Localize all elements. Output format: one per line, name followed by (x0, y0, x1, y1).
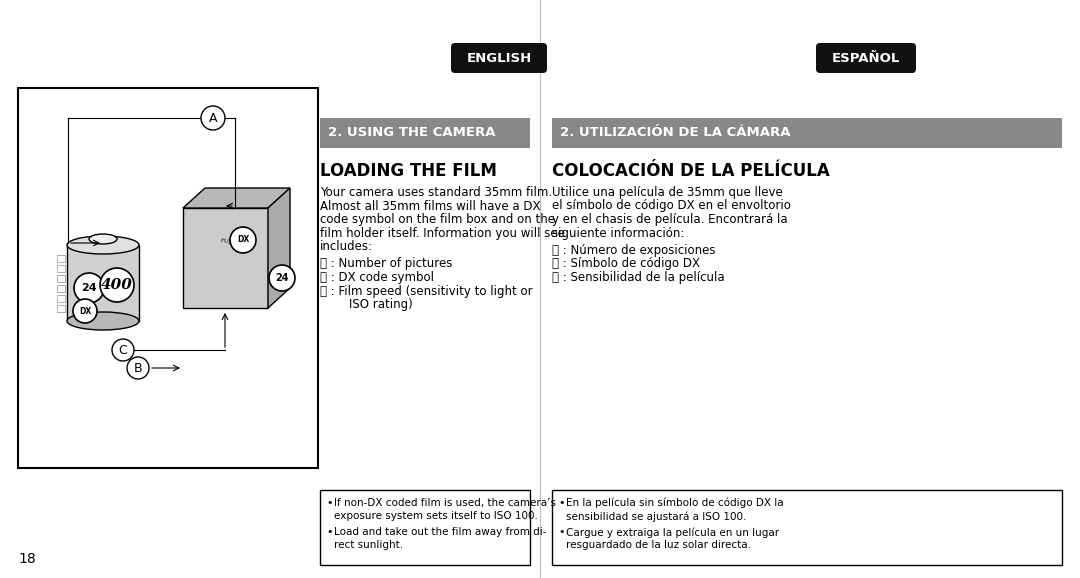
Text: Ⓐ : Número de exposiciones: Ⓐ : Número de exposiciones (552, 244, 715, 257)
Text: Utilice una película de 35mm que lleve: Utilice una película de 35mm que lleve (552, 186, 783, 199)
Ellipse shape (201, 106, 225, 130)
Ellipse shape (100, 268, 134, 302)
Bar (57, 265, 65, 272)
Text: Ⓑ : DX code symbol: Ⓑ : DX code symbol (320, 271, 434, 284)
FancyBboxPatch shape (816, 43, 916, 73)
Ellipse shape (230, 227, 256, 253)
Text: Your camera uses standard 35mm film.: Your camera uses standard 35mm film. (320, 186, 552, 199)
Text: Cargue y extraiga la película en un lugar: Cargue y extraiga la película en un luga… (566, 527, 779, 538)
Text: exposure system sets itself to ISO 100.: exposure system sets itself to ISO 100. (334, 511, 538, 521)
Bar (320, 490, 530, 565)
Text: y en el chasis de película. Encontrará la: y en el chasis de película. Encontrará l… (552, 213, 787, 226)
Bar (57, 305, 65, 312)
Text: C: C (119, 343, 127, 357)
Polygon shape (268, 188, 291, 308)
Ellipse shape (269, 265, 295, 291)
Bar (57, 255, 65, 262)
Text: Load and take out the film away from di-: Load and take out the film away from di- (334, 527, 546, 537)
Bar (552, 118, 1062, 148)
Text: Ⓒ : Film speed (sensitivity to light or: Ⓒ : Film speed (sensitivity to light or (320, 284, 532, 298)
Bar (552, 490, 1062, 565)
Bar (18, 88, 318, 468)
Ellipse shape (75, 273, 104, 303)
Text: DX: DX (237, 235, 249, 244)
Bar (57, 275, 65, 282)
Ellipse shape (127, 357, 149, 379)
Bar (320, 118, 530, 148)
Bar (57, 285, 65, 292)
Polygon shape (183, 188, 291, 208)
Text: En la película sin símbolo de código DX la: En la película sin símbolo de código DX … (566, 498, 784, 509)
Bar (67, 245, 139, 321)
Text: ENGLISH: ENGLISH (467, 51, 531, 65)
Text: •: • (326, 498, 333, 508)
Bar (57, 295, 65, 302)
Ellipse shape (67, 312, 139, 330)
Text: Almost all 35mm films will have a DX: Almost all 35mm films will have a DX (320, 199, 540, 213)
Text: 18: 18 (18, 552, 36, 566)
Text: LOADING THE FILM: LOADING THE FILM (320, 162, 497, 180)
Text: If non-DX coded film is used, the camera’s: If non-DX coded film is used, the camera… (334, 498, 556, 508)
Text: siguiente información:: siguiente información: (552, 227, 685, 239)
Text: B: B (134, 361, 143, 375)
Ellipse shape (73, 299, 97, 323)
Text: code symbol on the film box and on the: code symbol on the film box and on the (320, 213, 555, 226)
Text: •: • (558, 498, 565, 508)
Text: A: A (208, 112, 217, 124)
Text: 24: 24 (275, 273, 288, 283)
Text: includes:: includes: (320, 240, 373, 253)
Text: ESPAÑOL: ESPAÑOL (832, 51, 901, 65)
Text: 24: 24 (81, 283, 97, 293)
Text: DX: DX (79, 306, 91, 316)
Polygon shape (183, 208, 268, 308)
Text: rect sunlight.: rect sunlight. (334, 540, 403, 550)
Ellipse shape (112, 339, 134, 361)
Text: •: • (326, 527, 333, 537)
Text: Ⓑ : Símbolo de código DX: Ⓑ : Símbolo de código DX (552, 258, 700, 271)
Text: FUJIFILM: FUJIFILM (219, 238, 251, 247)
Ellipse shape (67, 236, 139, 254)
FancyBboxPatch shape (451, 43, 546, 73)
Text: el símbolo de código DX en el envoltorio: el símbolo de código DX en el envoltorio (552, 199, 791, 213)
Text: ISO rating): ISO rating) (334, 298, 413, 311)
Text: 400: 400 (102, 278, 133, 292)
Text: resguardado de la luz solar directa.: resguardado de la luz solar directa. (566, 540, 751, 550)
Text: Ⓒ : Sensibilidad de la película: Ⓒ : Sensibilidad de la película (552, 271, 725, 284)
Text: film holder itself. Information you will see: film holder itself. Information you will… (320, 227, 565, 239)
Text: Ⓐ : Number of pictures: Ⓐ : Number of pictures (320, 258, 453, 271)
Ellipse shape (89, 234, 117, 244)
Text: sensibilidad se ajustará a ISO 100.: sensibilidad se ajustará a ISO 100. (566, 511, 746, 521)
Text: •: • (558, 527, 565, 537)
Text: 2. USING THE CAMERA: 2. USING THE CAMERA (328, 127, 496, 139)
Text: COLOCACIÓN DE LA PELÍCULA: COLOCACIÓN DE LA PELÍCULA (552, 162, 829, 180)
Text: 2. UTILIZACIÓN DE LA CÁMARA: 2. UTILIZACIÓN DE LA CÁMARA (561, 127, 791, 139)
